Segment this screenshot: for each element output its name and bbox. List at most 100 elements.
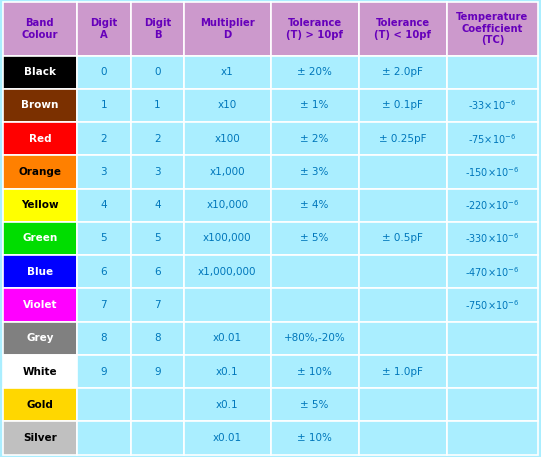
Bar [3, 89, 77, 122]
Text: 1: 1 [101, 101, 107, 111]
Text: 3: 3 [101, 167, 107, 177]
Bar [270, 255, 359, 288]
Text: ± 0.25pF: ± 0.25pF [379, 134, 426, 143]
Text: 6: 6 [154, 267, 161, 277]
Text: ± 5%: ± 5% [300, 400, 329, 410]
Bar [3, 421, 77, 455]
Text: Orange: Orange [18, 167, 61, 177]
Bar [447, 288, 538, 322]
Bar [77, 255, 131, 288]
Text: x1,000,000: x1,000,000 [198, 267, 256, 277]
Bar [131, 322, 184, 355]
Text: x10,000: x10,000 [206, 200, 248, 210]
Text: 3: 3 [154, 167, 161, 177]
Text: ± 3%: ± 3% [300, 167, 329, 177]
Bar [447, 155, 538, 189]
Text: -750×10$^{-6}$: -750×10$^{-6}$ [465, 298, 520, 312]
Text: ± 0.1pF: ± 0.1pF [382, 101, 423, 111]
Bar [77, 122, 131, 155]
Text: White: White [23, 367, 57, 377]
Text: 6: 6 [101, 267, 107, 277]
Bar [184, 288, 270, 322]
Text: -33×10$^{-6}$: -33×10$^{-6}$ [469, 99, 517, 112]
Text: ± 20%: ± 20% [297, 67, 332, 77]
Bar [3, 55, 77, 89]
Bar [270, 288, 359, 322]
Text: ± 2%: ± 2% [300, 134, 329, 143]
Bar [131, 355, 184, 388]
Bar [270, 388, 359, 421]
Bar [184, 255, 270, 288]
Bar [77, 421, 131, 455]
Bar [359, 355, 447, 388]
Text: 5: 5 [154, 234, 161, 244]
Text: x0.01: x0.01 [213, 433, 242, 443]
Bar [184, 122, 270, 155]
Bar [359, 322, 447, 355]
Text: -220×10$^{-6}$: -220×10$^{-6}$ [465, 198, 520, 212]
Bar [359, 122, 447, 155]
Bar [359, 89, 447, 122]
Bar [77, 55, 131, 89]
Bar [447, 355, 538, 388]
Bar [270, 122, 359, 155]
Text: -75×10$^{-6}$: -75×10$^{-6}$ [469, 132, 517, 146]
Text: ± 10%: ± 10% [297, 367, 332, 377]
Bar [131, 89, 184, 122]
Text: x1: x1 [221, 67, 234, 77]
Text: ± 1%: ± 1% [300, 101, 329, 111]
Bar [3, 222, 77, 255]
Text: 8: 8 [154, 333, 161, 343]
Bar [359, 222, 447, 255]
Bar [131, 388, 184, 421]
Text: x0.01: x0.01 [213, 333, 242, 343]
Bar [447, 189, 538, 222]
Text: -470×10$^{-6}$: -470×10$^{-6}$ [465, 265, 520, 279]
Bar [359, 189, 447, 222]
Text: -150×10$^{-6}$: -150×10$^{-6}$ [465, 165, 520, 179]
Text: 0: 0 [101, 67, 107, 77]
Bar [3, 122, 77, 155]
Bar [3, 189, 77, 222]
Text: Brown: Brown [21, 101, 58, 111]
Text: +80%,-20%: +80%,-20% [283, 333, 345, 343]
Bar [447, 255, 538, 288]
Text: Blue: Blue [27, 267, 53, 277]
Text: 9: 9 [101, 367, 107, 377]
Bar [77, 288, 131, 322]
Text: x10: x10 [217, 101, 237, 111]
Text: -330×10$^{-6}$: -330×10$^{-6}$ [465, 232, 520, 245]
Text: ± 5%: ± 5% [300, 234, 329, 244]
Bar [359, 388, 447, 421]
Text: 8: 8 [101, 333, 107, 343]
Text: Silver: Silver [23, 433, 57, 443]
Bar [77, 2, 131, 55]
Text: ± 10%: ± 10% [297, 433, 332, 443]
Bar [3, 2, 77, 55]
Bar [447, 2, 538, 55]
Text: 9: 9 [154, 367, 161, 377]
Text: Red: Red [29, 134, 51, 143]
Text: 2: 2 [154, 134, 161, 143]
Text: ± 4%: ± 4% [300, 200, 329, 210]
Bar [184, 2, 270, 55]
Bar [131, 255, 184, 288]
Bar [131, 189, 184, 222]
Text: x100,000: x100,000 [203, 234, 252, 244]
Text: x0.1: x0.1 [216, 400, 239, 410]
Text: x0.1: x0.1 [216, 367, 239, 377]
Text: Temperature
Coefficient
(TC): Temperature Coefficient (TC) [457, 12, 529, 46]
Bar [77, 155, 131, 189]
Bar [184, 155, 270, 189]
Bar [270, 55, 359, 89]
Bar [77, 355, 131, 388]
Text: Multiplier
D: Multiplier D [200, 18, 255, 40]
Bar [359, 288, 447, 322]
Text: x100: x100 [214, 134, 240, 143]
Bar [131, 222, 184, 255]
Bar [131, 55, 184, 89]
Bar [184, 89, 270, 122]
Bar [77, 388, 131, 421]
Bar [447, 421, 538, 455]
Bar [184, 355, 270, 388]
